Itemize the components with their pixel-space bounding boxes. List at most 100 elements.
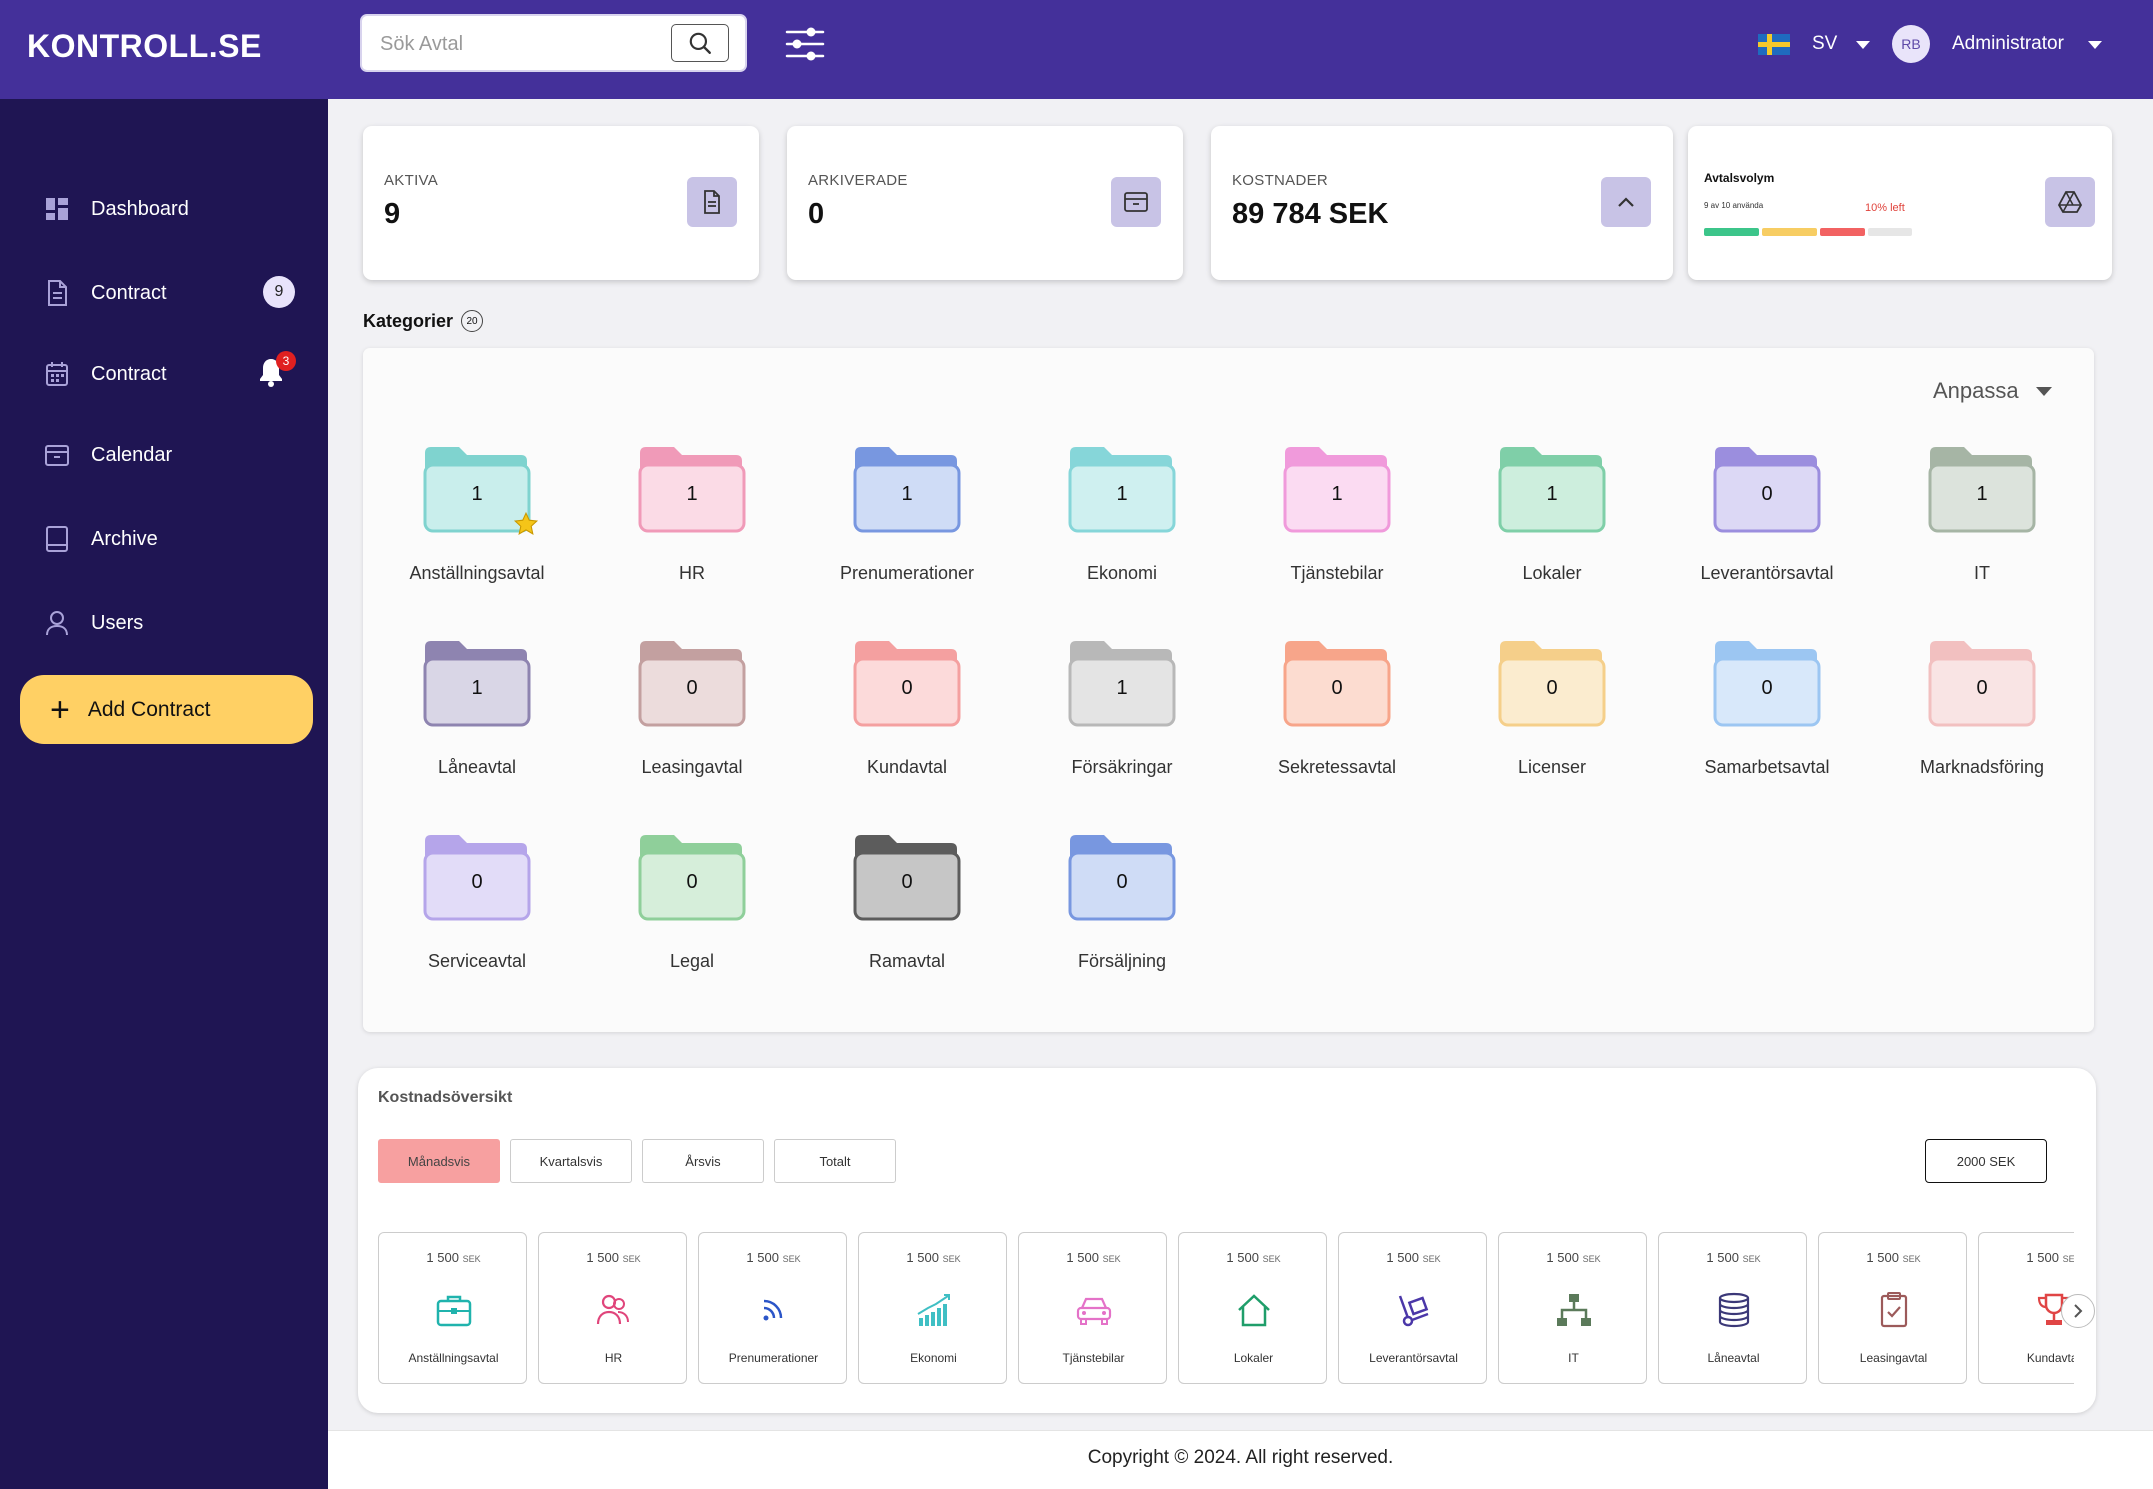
categories-count-badge: 20 bbox=[461, 310, 484, 332]
sidebar-item-archive[interactable]: Archive bbox=[45, 524, 158, 554]
cost-overview-panel: Kostnadsöversikt Månadsvis Kvartalsvis Å… bbox=[358, 1068, 2096, 1413]
category-folder[interactable]: 0 Licenser bbox=[1452, 637, 1652, 778]
chevron-down-icon[interactable] bbox=[2087, 40, 2103, 50]
stat-card-volume[interactable]: Avtalsvolym 9 av 10 använda 10% left bbox=[1688, 126, 2112, 280]
category-folder[interactable]: 1 HR bbox=[592, 443, 792, 584]
cost-card[interactable]: 1 500 SEK Låneavtal bbox=[1658, 1232, 1807, 1384]
category-folder[interactable]: 1 Lokaler bbox=[1452, 443, 1652, 584]
cost-amount-value: 1 500 bbox=[1866, 1250, 1899, 1265]
customize-label: Anpassa bbox=[1933, 378, 2019, 403]
category-count: 0 bbox=[686, 871, 698, 893]
stat-label: ARKIVERADE bbox=[808, 172, 908, 189]
customize-dropdown[interactable]: Anpassa bbox=[1933, 378, 2053, 404]
stat-card-costs[interactable]: KOSTNADER 89 784 SEK bbox=[1211, 126, 1673, 280]
category-folder[interactable]: 0 Leasingavtal bbox=[592, 637, 792, 778]
cost-card[interactable]: 1 500 SEK Leasingavtal bbox=[1818, 1232, 1967, 1384]
volume-title: Avtalsvolym bbox=[1704, 171, 1775, 185]
avatar[interactable]: RB bbox=[1892, 25, 1930, 63]
chevron-down-icon[interactable] bbox=[1855, 40, 1871, 50]
folder-icon: 0 bbox=[1711, 443, 1823, 539]
stat-card-active[interactable]: AKTIVA 9 bbox=[363, 126, 759, 280]
category-name: Lokaler bbox=[1522, 563, 1582, 583]
cost-amount: 1 500 SEK bbox=[1499, 1250, 1648, 1265]
cost-card[interactable]: 1 500 SEK Kundavtal bbox=[1978, 1232, 2074, 1384]
category-count: 1 bbox=[1331, 483, 1343, 505]
search-input[interactable] bbox=[380, 30, 680, 58]
tab-quarterly[interactable]: Kvartalsvis bbox=[510, 1139, 632, 1183]
next-arrow-button[interactable] bbox=[2061, 1294, 2095, 1328]
cost-card[interactable]: 1 500 SEK HR bbox=[538, 1232, 687, 1384]
cost-amount-unit: SEK bbox=[782, 1254, 801, 1264]
cost-category-name: Ekonomi bbox=[910, 1351, 957, 1365]
sidebar-item-dashboard[interactable]: Dashboard bbox=[45, 194, 189, 224]
chevron-up-icon[interactable] bbox=[1601, 177, 1651, 227]
category-folder[interactable]: 0 Kundavtal bbox=[807, 637, 1007, 778]
tab-monthly[interactable]: Månadsvis bbox=[378, 1139, 500, 1183]
cost-amount: 1 500 SEK bbox=[1659, 1250, 1808, 1265]
category-folder[interactable]: 0 Leverantörsavtal bbox=[1667, 443, 1867, 584]
category-folder[interactable]: 1 Ekonomi bbox=[1022, 443, 1222, 584]
category-folder[interactable]: 1 Tjänstebilar bbox=[1237, 443, 1437, 584]
cost-card[interactable]: 1 500 SEK Prenumerationer bbox=[698, 1232, 847, 1384]
category-folder[interactable]: 0 Serviceavtal bbox=[377, 831, 577, 972]
folder-icon: 0 bbox=[1281, 637, 1393, 733]
sweden-flag-icon bbox=[1758, 34, 1790, 55]
category-folder[interactable]: 1 Låneavtal bbox=[377, 637, 577, 778]
sidebar-item-calendar[interactable]: Calendar bbox=[45, 440, 172, 470]
folder-icon: 1 bbox=[421, 637, 533, 733]
category-name: Försäljning bbox=[1077, 951, 1167, 971]
cost-card[interactable]: 1 500 SEK IT bbox=[1498, 1232, 1647, 1384]
tab-total[interactable]: Totalt bbox=[774, 1139, 896, 1183]
cost-card[interactable]: 1 500 SEK Ekonomi bbox=[858, 1232, 1007, 1384]
filter-sliders-icon[interactable] bbox=[785, 24, 825, 69]
category-folder[interactable]: 1 Prenumerationer bbox=[807, 443, 1007, 584]
sidebar-item-contract[interactable]: Contract bbox=[45, 278, 167, 308]
category-folder[interactable]: 0 Ramavtal bbox=[807, 831, 1007, 972]
search-button[interactable] bbox=[671, 24, 729, 62]
growth-chart-icon bbox=[913, 1289, 955, 1331]
stat-card-archived[interactable]: ARKIVERADE 0 bbox=[787, 126, 1183, 280]
cost-amount-unit: SEK bbox=[2062, 1254, 2074, 1264]
category-folder[interactable]: 1 Anställningsavtal bbox=[377, 443, 577, 584]
category-folder[interactable]: 1 Försäkringar bbox=[1022, 637, 1222, 778]
cost-card[interactable]: 1 500 SEK Anställningsavtal bbox=[378, 1232, 527, 1384]
cost-card[interactable]: 1 500 SEK Leverantörsavtal bbox=[1338, 1232, 1487, 1384]
cost-card[interactable]: 1 500 SEK Tjänstebilar bbox=[1018, 1232, 1167, 1384]
category-name: Anställningsavtal bbox=[409, 563, 545, 583]
category-count: 1 bbox=[1116, 677, 1128, 699]
sek-amount-button[interactable]: 2000 SEK bbox=[1925, 1139, 2047, 1183]
language-selector[interactable]: SV bbox=[1812, 33, 1838, 54]
brand-logo[interactable]: KONTROLL.SE bbox=[27, 28, 262, 64]
category-folder[interactable]: 0 Sekretessavtal bbox=[1237, 637, 1437, 778]
stat-label: KOSTNADER bbox=[1232, 172, 1329, 189]
document-icon bbox=[48, 280, 67, 306]
rss-icon bbox=[753, 1289, 795, 1331]
tab-yearly[interactable]: Årsvis bbox=[642, 1139, 764, 1183]
category-count: 0 bbox=[1546, 677, 1558, 699]
cost-category-name: Kundavtal bbox=[2026, 1351, 2074, 1365]
category-count: 1 bbox=[471, 483, 483, 505]
cost-card[interactable]: 1 500 SEK Lokaler bbox=[1178, 1232, 1327, 1384]
category-folder[interactable]: 0 Försäljning bbox=[1022, 831, 1222, 972]
drive-icon bbox=[2045, 177, 2095, 227]
category-folder[interactable]: 0 Legal bbox=[592, 831, 792, 972]
stat-label: AKTIVA bbox=[384, 172, 439, 189]
categories-heading: Kategorier 20 bbox=[363, 310, 484, 332]
category-folder[interactable]: 0 Marknadsföring bbox=[1882, 637, 2082, 778]
category-folder[interactable]: 1 IT bbox=[1882, 443, 2082, 584]
car-icon bbox=[1073, 1289, 1115, 1331]
stat-value: 89 784 SEK bbox=[1232, 198, 1389, 230]
add-contract-button[interactable]: + Add Contract bbox=[20, 675, 313, 744]
cost-amount-unit: SEK bbox=[622, 1254, 641, 1264]
category-count: 0 bbox=[901, 677, 913, 699]
category-name: Ramavtal bbox=[868, 951, 946, 971]
category-count: 1 bbox=[471, 677, 483, 699]
hand-truck-icon bbox=[1393, 1289, 1435, 1331]
folder-icon: 0 bbox=[636, 831, 748, 927]
sidebar-item-users[interactable]: Users bbox=[45, 608, 143, 638]
folder-icon: 0 bbox=[1711, 637, 1823, 733]
coins-icon bbox=[1713, 1289, 1755, 1331]
category-folder[interactable]: 0 Samarbetsavtal bbox=[1667, 637, 1867, 778]
sidebar-item-contract-calendar[interactable]: Contract bbox=[45, 359, 167, 389]
user-menu[interactable]: Administrator bbox=[1952, 33, 2064, 54]
